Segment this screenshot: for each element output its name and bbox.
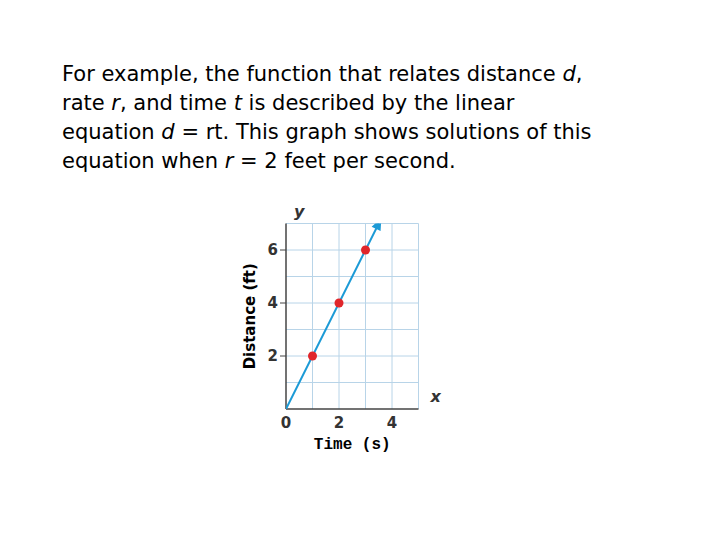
html-text:equation d = rt. This graph sh: equation d = rt. This graph shows soluti…: [62, 120, 592, 144]
html-text:For example, the function that: For example, the function that relates d…: [62, 62, 583, 86]
svg-text:6: 6: [268, 241, 278, 259]
svg-text:0: 0: [281, 414, 291, 432]
svg-text:4: 4: [387, 414, 397, 432]
html-text:y: y: [294, 201, 305, 221]
svg-text:Distance (ft): Distance (ft): [241, 263, 259, 369]
html-text:rate r, and time t is describe: rate r, and time t is described by the l…: [62, 91, 515, 115]
html-text:x: x: [430, 387, 441, 406]
svg-text:Time (s): Time (s): [314, 436, 391, 454]
svg-text:2: 2: [334, 414, 344, 432]
html-text:equation when r = 2 feet per s: equation when r = 2 feet per second.: [62, 149, 456, 173]
svg-text:4: 4: [268, 294, 278, 312]
svg-text:2: 2: [268, 347, 278, 365]
